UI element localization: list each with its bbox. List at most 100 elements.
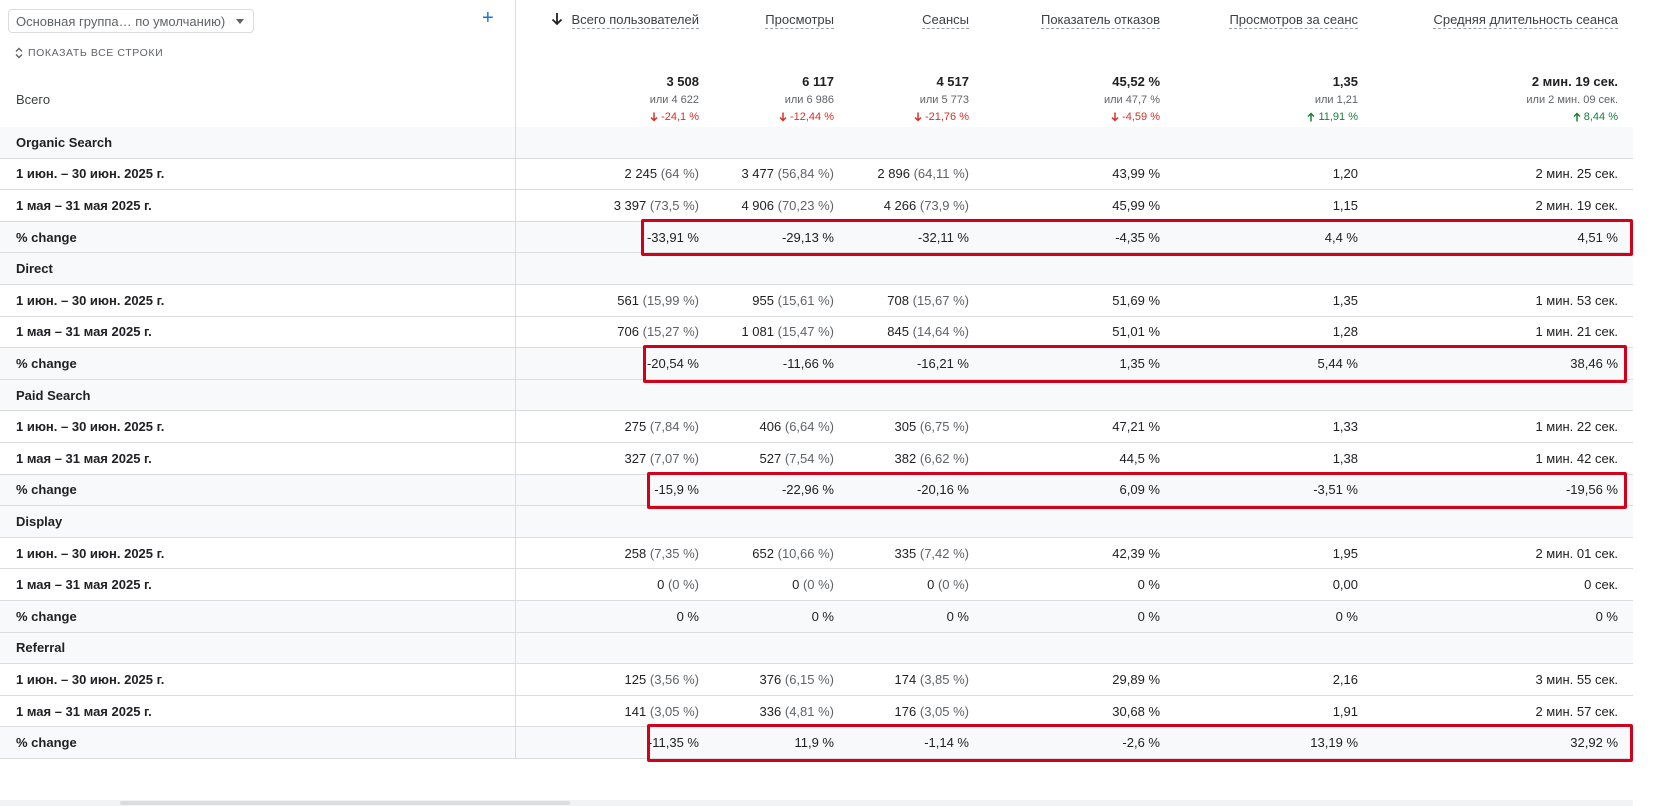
metric-cell: 4 266 (73,9 %) — [840, 190, 975, 221]
metric-value: 4 266 — [883, 197, 917, 213]
metric-value: 2 мин. 25 сек. — [1535, 166, 1618, 182]
metric-value: 258 — [624, 545, 647, 561]
metric-cell: 2 мин. 25 сек. — [1364, 159, 1624, 190]
metric-share: (64,11 %) — [913, 166, 969, 182]
group-name: Organic Search — [0, 127, 516, 158]
metric-cell: 51,01 % — [975, 317, 1166, 348]
date-range-row: 1 мая – 31 мая 2025 г. 706 (15,27 %) 1 081… — [0, 316, 1633, 349]
metric-cell: 1,33 — [1166, 411, 1364, 442]
arrow-down-icon — [1111, 112, 1119, 122]
row-label: 1 июн. – 30 июн. 2025 г. — [0, 158, 516, 190]
metric-share: (6,15 %) — [784, 671, 834, 687]
metric-value: 0 % — [1137, 577, 1160, 593]
metric-cell: 258 (7,35 %) — [516, 538, 705, 569]
column-title[interactable]: Сеансы — [922, 12, 969, 29]
column-title[interactable]: Всего пользователей — [571, 12, 699, 29]
metric-cell: 38,46 % — [1364, 348, 1624, 379]
metric-cell: -32,11 % — [840, 222, 975, 253]
total-delta: -24,1 % — [650, 111, 699, 123]
metric-cell: 4,51 % — [1364, 222, 1624, 253]
metric-value: 0 — [927, 577, 935, 593]
metric-cell: 0 % — [1364, 601, 1624, 632]
metric-cell: 1,15 — [1166, 190, 1364, 221]
metric-cell: 0 % — [840, 601, 975, 632]
metric-cell: 275 (7,84 %) — [516, 411, 705, 442]
column-title[interactable]: Средняя длительность сеанса — [1433, 12, 1618, 29]
row-label: 1 мая – 31 мая 2025 г. — [0, 569, 516, 600]
metric-value: 527 — [759, 450, 782, 466]
metric-share: (7,35 %) — [649, 545, 699, 561]
metric-cell: 0 % — [705, 601, 840, 632]
group-name: Direct — [0, 253, 516, 284]
column-title[interactable]: Просмотры — [765, 12, 834, 29]
metric-cell: 0 % — [516, 601, 705, 632]
row-label: 1 мая – 31 мая 2025 г. — [0, 190, 516, 221]
metric-cell: 11,9 % — [705, 727, 840, 758]
metric-value: 125 — [624, 671, 647, 687]
metric-cell: 376 (6,15 %) — [705, 664, 840, 695]
show-all-rows-button[interactable]: ПОКАЗАТЬ ВСЕ СТРОКИ — [14, 47, 163, 59]
dimension-select[interactable]: Основная группа… по умолчанию) — [8, 9, 254, 33]
add-dimension-button[interactable]: + — [482, 7, 494, 29]
metric-cell: 2 245 (64 %) — [516, 159, 705, 190]
metric-value: 336 — [759, 703, 782, 719]
metric-value: 0 — [792, 577, 800, 593]
total-delta-text: 8,44 % — [1583, 111, 1618, 123]
metric-cell: 0 % — [1166, 601, 1364, 632]
metric-value: -20,16 % — [916, 482, 969, 498]
group-name: Referral — [0, 632, 516, 664]
metric-value: 42,39 % — [1112, 545, 1160, 561]
metric-value: 4 906 — [741, 197, 774, 213]
total-delta-text: 11,91 % — [1318, 111, 1358, 123]
expand-icon — [15, 47, 23, 59]
metric-cell: 2 мин. 57 сек. — [1364, 696, 1624, 727]
metric-cell: 2 мин. 19 сек. — [1364, 190, 1624, 221]
metric-value: 32,92 % — [1570, 735, 1618, 751]
group-row: Display — [0, 506, 1633, 538]
metric-value: 6,09 % — [1119, 482, 1160, 498]
metric-cell: 2,16 — [1166, 664, 1364, 695]
metric-share: (15,27 %) — [642, 324, 699, 340]
metric-share: (7,07 %) — [649, 450, 699, 466]
metric-cell: 1 мин. 21 сек. — [1364, 317, 1624, 348]
metric-cell: 0,00 — [1166, 569, 1364, 600]
total-value: 4 517 — [936, 74, 969, 89]
metric-cell: 0 % — [975, 569, 1166, 600]
sort-descending-icon[interactable] — [551, 12, 563, 26]
metric-cell: -2,6 % — [975, 727, 1166, 758]
metric-value: 305 — [894, 419, 917, 435]
metric-value: 955 — [752, 292, 774, 308]
metric-share: (7,54 %) — [784, 450, 834, 466]
metric-value: 2,16 — [1332, 671, 1358, 687]
metric-value: -20,54 % — [646, 355, 699, 371]
total-value: 2 мин. 19 сек. — [1531, 74, 1618, 89]
metric-cell: 51,69 % — [975, 285, 1166, 316]
metric-cell: 1 мин. 22 сек. — [1364, 411, 1624, 442]
column-title[interactable]: Показатель отказов — [1040, 12, 1160, 29]
total-value: 6 117 — [802, 74, 834, 89]
date-range-row: 1 мая – 31 мая 2025 г. 0 (0 %) 0 (0 %) 0 (0… — [0, 569, 1633, 601]
metric-share: (6,62 %) — [919, 450, 969, 466]
metric-cell: 706 (15,27 %) — [516, 317, 705, 348]
total-delta-text: -24,1 % — [661, 111, 699, 123]
metric-cell: 652 (10,66 %) — [705, 538, 840, 569]
dimension-select-label: Основная группа… по умолчанию) — [16, 13, 226, 29]
horizontal-scrollbar-thumb[interactable] — [120, 801, 570, 805]
arrow-up-icon — [1307, 112, 1315, 122]
horizontal-scrollbar[interactable] — [0, 800, 1633, 806]
arrow-down-icon — [779, 112, 787, 122]
metric-cell: 1,35 % — [975, 348, 1166, 379]
metric-value: 1 мин. 42 сек. — [1535, 450, 1618, 466]
metric-value: 2 мин. 01 сек. — [1535, 545, 1618, 561]
column-title[interactable]: Просмотров за сеанс — [1229, 12, 1358, 29]
metric-share: (3,05 %) — [649, 703, 699, 719]
metric-value: 11,9 % — [794, 735, 834, 751]
total-previous-value: или 6 986 — [784, 94, 834, 106]
date-range-row: 1 июн. – 30 июн. 2025 г. 275 (7,84 %) 406 … — [0, 411, 1633, 443]
metric-cell: -19,56 % — [1364, 475, 1624, 506]
total-delta-text: -4,59 % — [1122, 111, 1160, 123]
metric-value: -33,91 % — [646, 229, 699, 245]
metric-cell: 176 (3,05 %) — [840, 696, 975, 727]
metric-share: (3,56 %) — [649, 671, 699, 687]
metric-value: 45,99 % — [1112, 197, 1160, 213]
